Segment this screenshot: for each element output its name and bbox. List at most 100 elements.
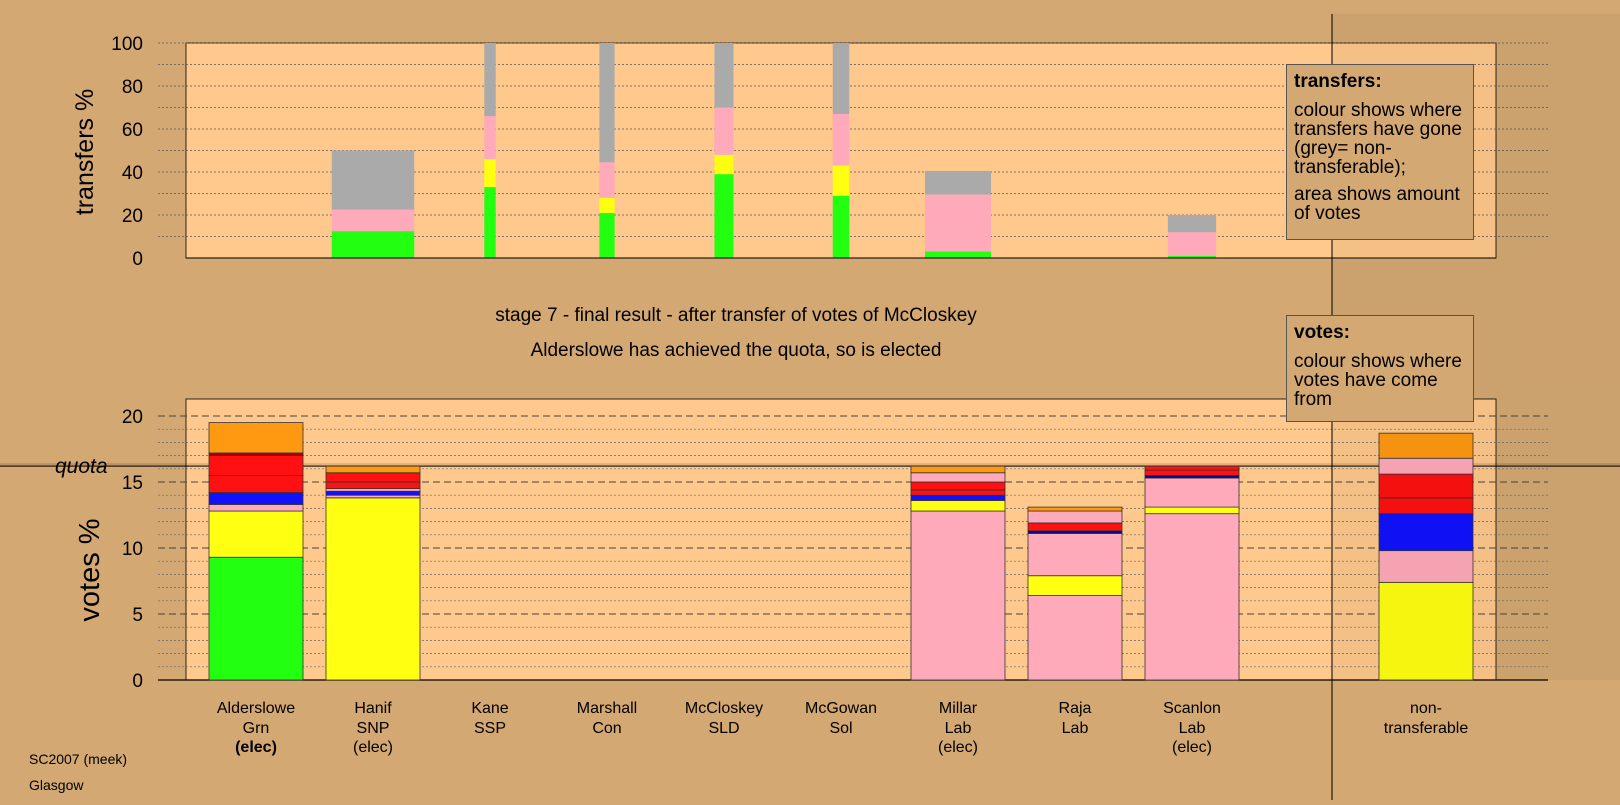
vote-bar-segment [1144, 506, 1240, 515]
vote-bar-segment [1027, 510, 1123, 524]
transfer-bar-segment [484, 187, 496, 258]
stage-title: stage 7 - final result - after transfer … [495, 305, 977, 326]
vote-bar-segment [1027, 522, 1123, 532]
transfers-tick-label: 60 [122, 120, 143, 141]
vote-bar-segment [910, 481, 1006, 491]
candidate-name: Hanif [354, 700, 392, 717]
quota-band [0, 463, 1620, 467]
vote-bar-segment [208, 455, 304, 476]
votes-tick-label: 20 [122, 407, 143, 428]
transfer-bar-segment [832, 43, 850, 114]
votes-axis-label: votes % [74, 518, 106, 621]
vote-bar-segment [1027, 595, 1123, 681]
transfer-bar-segment [331, 209, 415, 232]
transfer-bar-segment [484, 43, 496, 117]
transfer-bar-segment [714, 43, 734, 108]
votes-tick-label: 5 [132, 605, 143, 626]
vote-bar-segment [325, 481, 421, 489]
candidate-party: Grn [243, 720, 270, 737]
transfer-bar-segment [832, 165, 850, 196]
transfer-bar-segment [599, 162, 615, 198]
transfer-bar-segment [1167, 232, 1217, 256]
vote-bar-segment [910, 494, 1006, 501]
transfer-bar-segment [599, 197, 615, 213]
footer-source: SC2007 (meek) [29, 751, 128, 767]
transfer-bar-segment [714, 154, 734, 175]
vote-bar-segment [1144, 465, 1240, 471]
transfers-legend: transfers: colour shows where transfers … [1286, 64, 1474, 240]
candidate-name: Marshall [577, 700, 637, 717]
candidate-status: (elec) [353, 739, 393, 756]
vote-bar-segment [1144, 477, 1240, 508]
vote-bar-segment [1027, 533, 1123, 577]
vote-bar-segment [910, 500, 1006, 512]
candidate-status: (elec) [1172, 739, 1212, 756]
transfer-bar-segment [331, 231, 415, 258]
candidate-party: SLD [708, 720, 739, 737]
transfer-bar-segment [925, 170, 991, 195]
transfer-bar-segment [832, 195, 850, 258]
candidate-party: Lab [1179, 720, 1206, 737]
footer-region: Glasgow [29, 777, 84, 793]
transfer-bar-segment [484, 159, 496, 188]
vote-bar-segment [208, 504, 304, 512]
vote-bar-segment [208, 422, 304, 454]
votes-tick-label: 10 [122, 539, 143, 560]
transfer-bar-segment [1167, 255, 1217, 258]
votes-legend: votes: colour shows where votes have com… [1286, 315, 1474, 422]
transfers-tick-label: 0 [132, 249, 143, 270]
vote-bar-segment [325, 465, 421, 474]
vote-bar-segment [208, 510, 304, 558]
candidate-party: transferable [1384, 720, 1469, 737]
votes-legend-text: colour shows where votes have come from [1294, 351, 1462, 410]
vote-bar-segment [1027, 506, 1123, 512]
transfer-bar-segment [484, 116, 496, 160]
vote-bar-segment [910, 465, 1006, 474]
vote-bar-segment [910, 489, 1006, 496]
transfer-bar-segment [832, 113, 850, 166]
votes-chart: 0 5 10 15 20 votes % quota [0, 398, 1620, 692]
transfer-bar-segment [599, 43, 615, 163]
candidate-name: Raja [1059, 700, 1092, 717]
candidate-party: SSP [474, 720, 506, 737]
vote-bar-segment [1144, 469, 1240, 476]
candidate-name: Kane [471, 700, 508, 717]
votes-legend-title: votes: [1294, 322, 1350, 343]
vote-bar-segment [208, 492, 304, 505]
candidate-name: McCloskey [685, 700, 763, 717]
transfer-bar-segment [331, 150, 415, 210]
candidate-name: McGowan [805, 700, 877, 717]
vote-bar-segment [325, 497, 421, 681]
vote-bar-segment [910, 472, 1006, 483]
transfers-legend-title: transfers: [1294, 71, 1382, 92]
transfer-bar-segment [1167, 215, 1217, 233]
transfers-legend-text-2: area shows amount of votes [1294, 184, 1460, 224]
vote-bar-segment [1378, 550, 1474, 583]
candidate-name: Scanlon [1163, 700, 1221, 717]
transfer-bar-segment [925, 194, 991, 252]
vote-bar-segment [325, 490, 421, 496]
votes-tick-label: 15 [122, 473, 143, 494]
candidate-status: (elec) [938, 739, 978, 756]
transfer-bar-segment [714, 174, 734, 258]
vote-bar-segment [208, 556, 304, 681]
transfers-chart: 0 20 40 60 80 100 transfers % [71, 34, 1548, 270]
candidate-name: Millar [939, 700, 978, 717]
candidate-labels: Alderslowe Grn (elec) Hanif SNP (elec) Kane SSP… [217, 700, 1468, 756]
quota-label: quota [55, 455, 108, 478]
vote-bar-segment [1144, 513, 1240, 681]
transfers-tick-label: 40 [122, 163, 143, 184]
vote-bar-segment [325, 472, 421, 483]
transfers-tick-label: 80 [122, 77, 143, 98]
candidate-status: (elec) [235, 739, 277, 756]
candidate-party: Lab [945, 720, 972, 737]
candidate-party: Sol [829, 720, 852, 737]
vote-bar-segment [1378, 432, 1474, 459]
transfers-axis-label: transfers % [71, 89, 99, 215]
status-title: Alderslowe has achieved the quota, so is… [531, 340, 942, 361]
transfers-tick-label: 20 [122, 206, 143, 227]
transfers-tick-label: 100 [111, 34, 143, 55]
vote-bar-segment [1378, 581, 1474, 681]
candidate-name: non- [1410, 700, 1442, 717]
